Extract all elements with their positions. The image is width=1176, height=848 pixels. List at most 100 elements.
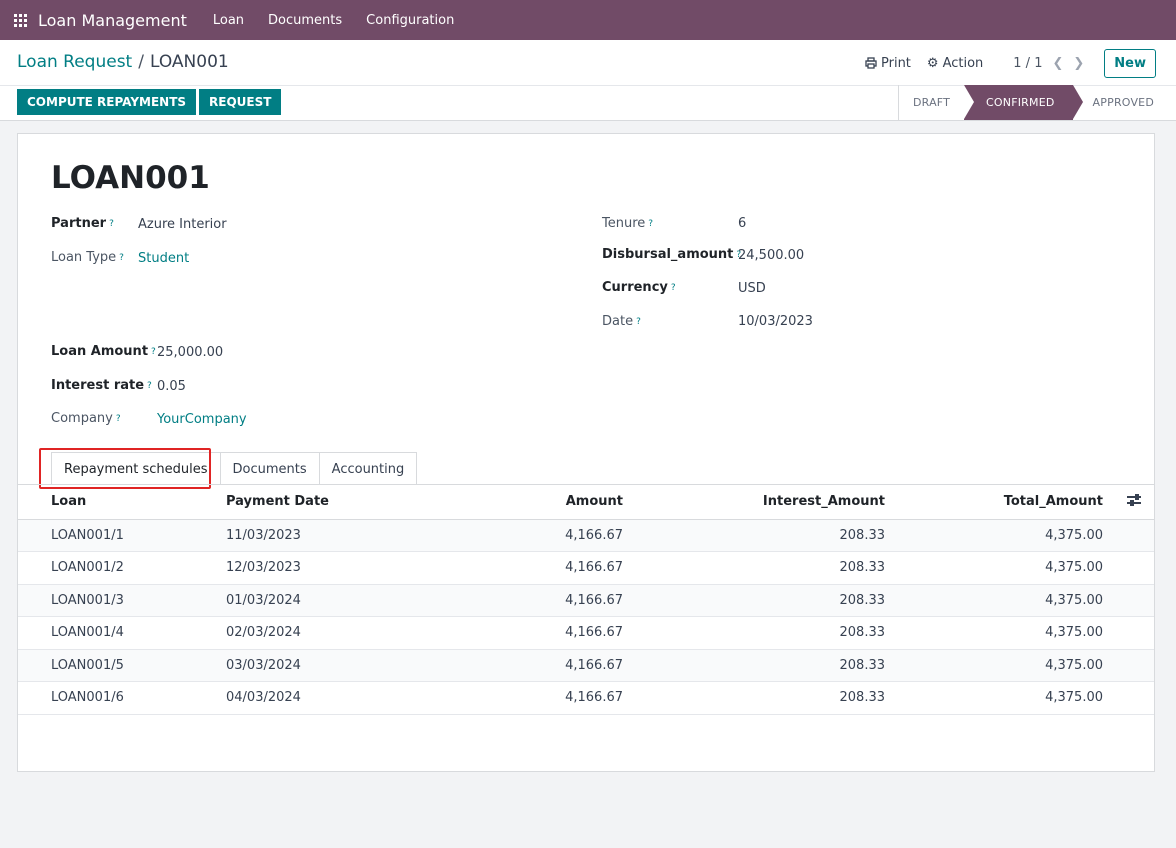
notebook-tabs: Repayment schedules Documents Accounting xyxy=(51,452,418,485)
loan-amount-value[interactable]: 25,000.00 xyxy=(157,345,224,360)
currency-label: Currency xyxy=(602,280,668,295)
company-value[interactable]: YourCompany xyxy=(157,412,247,427)
help-icon[interactable]: ? xyxy=(648,218,654,229)
action-button[interactable]: ⚙ Action xyxy=(927,56,983,71)
table-row[interactable]: LOAN001/2 12/03/2023 4,166.67 208.33 4,3… xyxy=(18,551,1154,585)
cell-total-amount: 4,375.00 xyxy=(895,551,1113,585)
tab-documents[interactable]: Documents xyxy=(219,452,320,485)
table-row[interactable]: LOAN001/6 04/03/2024 4,166.67 208.33 4,3… xyxy=(18,681,1154,715)
app-title[interactable]: Loan Management xyxy=(38,10,187,30)
tenure-label: Tenure xyxy=(602,216,646,231)
column-header-amount[interactable]: Amount xyxy=(388,485,633,520)
cell-amount: 4,166.67 xyxy=(388,584,633,617)
table-row[interactable]: LOAN001/4 02/03/2024 4,166.67 208.33 4,3… xyxy=(18,616,1154,650)
compute-repayments-button[interactable]: COMPUTE REPAYMENTS xyxy=(17,89,197,115)
cell-loan: LOAN001/6 xyxy=(18,681,208,715)
cell-amount: 4,166.67 xyxy=(388,681,633,715)
stage-confirmed[interactable]: CONFIRMED xyxy=(964,85,1083,120)
record-title: LOAN001 xyxy=(51,160,210,196)
help-icon[interactable]: ? xyxy=(147,380,152,391)
interest-rate-label-wrap: Interest rate? xyxy=(51,378,152,393)
help-icon[interactable]: ? xyxy=(636,316,641,327)
currency-label-wrap: Currency? xyxy=(602,280,676,295)
help-icon[interactable]: ? xyxy=(109,218,114,229)
tabs-underline xyxy=(18,484,1154,485)
pager-value[interactable]: 1 / 1 xyxy=(1013,55,1043,71)
optional-columns-toggle[interactable] xyxy=(1113,485,1154,520)
partner-value[interactable]: Azure Interior xyxy=(138,217,227,232)
help-icon[interactable]: ? xyxy=(670,282,676,293)
cell-payment-date: 04/03/2024 xyxy=(208,681,388,715)
interest-rate-label: Interest rate xyxy=(51,378,145,393)
stage-draft[interactable]: DRAFT xyxy=(898,85,964,120)
loan-amount-label: Loan Amount xyxy=(51,344,149,359)
column-header-loan[interactable]: Loan xyxy=(18,485,208,520)
breadcrumb-separator: / xyxy=(138,52,144,72)
help-icon[interactable]: ? xyxy=(115,413,121,424)
header-buttons: COMPUTE REPAYMENTS REQUEST xyxy=(17,89,282,115)
table-row[interactable]: LOAN001/5 03/03/2024 4,166.67 208.33 4,3… xyxy=(18,649,1154,682)
cell-interest-amount: 208.33 xyxy=(633,681,895,715)
tab-accounting[interactable]: Accounting xyxy=(318,452,418,485)
cell-amount: 4,166.67 xyxy=(388,616,633,650)
cell-empty xyxy=(1113,681,1154,715)
breadcrumb-parent-link[interactable]: Loan Request xyxy=(17,52,133,72)
loan-type-value[interactable]: Student xyxy=(138,251,190,266)
tab-highlight-box xyxy=(39,448,211,489)
cell-payment-date: 12/03/2023 xyxy=(208,551,388,585)
chevron-right-icon[interactable]: ❯ xyxy=(1073,55,1085,71)
cell-payment-date: 01/03/2024 xyxy=(208,584,388,617)
partner-label-wrap: Partner? xyxy=(51,216,114,231)
cell-payment-date: 02/03/2024 xyxy=(208,616,388,650)
pager: 1 / 1 ❮ ❯ xyxy=(1013,56,1084,71)
cell-loan: LOAN001/3 xyxy=(18,584,208,617)
company-label: Company xyxy=(51,411,113,426)
menu-documents[interactable]: Documents xyxy=(268,12,343,28)
cell-empty xyxy=(1113,551,1154,585)
breadcrumb-current: LOAN001 xyxy=(149,52,229,72)
help-icon[interactable]: ? xyxy=(151,346,156,357)
control-panel-divider xyxy=(0,85,1176,86)
date-value[interactable]: 10/03/2023 xyxy=(738,314,813,329)
new-button[interactable]: New xyxy=(1104,48,1156,78)
cell-loan: LOAN001/4 xyxy=(18,616,208,650)
control-panel-actions: Print ⚙ Action 1 / 1 ❮ ❯ New xyxy=(849,48,1156,78)
tenure-value[interactable]: 6 xyxy=(738,216,747,231)
request-button[interactable]: REQUEST xyxy=(199,89,282,115)
help-icon[interactable]: ? xyxy=(736,249,742,260)
cell-total-amount: 4,375.00 xyxy=(895,616,1113,650)
gear-icon: ⚙ xyxy=(926,55,939,71)
loan-type-label: Loan Type xyxy=(51,250,117,265)
column-header-interest-amount[interactable]: Interest_Amount xyxy=(633,485,895,520)
tab-repayment-schedules[interactable]: Repayment schedules xyxy=(51,452,221,485)
loan-amount-label-wrap: Loan Amount? xyxy=(51,344,156,359)
stage-approved[interactable]: APPROVED xyxy=(1092,96,1154,109)
top-navbar: Loan Management Loan Documents Configura… xyxy=(0,0,1176,40)
column-header-total-amount[interactable]: Total_Amount xyxy=(895,485,1113,520)
interest-rate-value[interactable]: 0.05 xyxy=(157,379,186,394)
apps-grid-icon[interactable] xyxy=(0,0,40,40)
help-icon[interactable]: ? xyxy=(119,252,124,263)
cell-amount: 4,166.67 xyxy=(388,649,633,682)
cell-empty xyxy=(1113,519,1154,552)
sliders-icon xyxy=(1126,493,1141,506)
cell-total-amount: 4,375.00 xyxy=(895,519,1113,552)
cell-total-amount: 4,375.00 xyxy=(895,584,1113,617)
chevron-left-icon[interactable]: ❮ xyxy=(1052,55,1064,71)
cell-loan: LOAN001/1 xyxy=(18,519,208,552)
table-header-row: Loan Payment Date Amount Interest_Amount… xyxy=(18,485,1154,520)
disbursal-amount-value[interactable]: 24,500.00 xyxy=(738,248,805,263)
cell-loan: LOAN001/5 xyxy=(18,649,208,682)
partner-label: Partner xyxy=(51,216,107,231)
table-row[interactable]: LOAN001/1 11/03/2023 4,166.67 208.33 4,3… xyxy=(18,519,1154,552)
menu-loan[interactable]: Loan xyxy=(212,12,245,28)
action-label: Action xyxy=(942,55,984,71)
column-header-payment-date[interactable]: Payment Date xyxy=(208,485,388,520)
currency-value[interactable]: USD xyxy=(738,281,766,296)
cell-empty xyxy=(1113,649,1154,682)
print-button[interactable]: Print xyxy=(865,56,911,71)
table-row[interactable]: LOAN001/3 01/03/2024 4,166.67 208.33 4,3… xyxy=(18,584,1154,617)
menu-configuration[interactable]: Configuration xyxy=(366,12,455,28)
cell-payment-date: 11/03/2023 xyxy=(208,519,388,552)
disbursal-amount-label: Disbursal_amount xyxy=(602,247,734,262)
